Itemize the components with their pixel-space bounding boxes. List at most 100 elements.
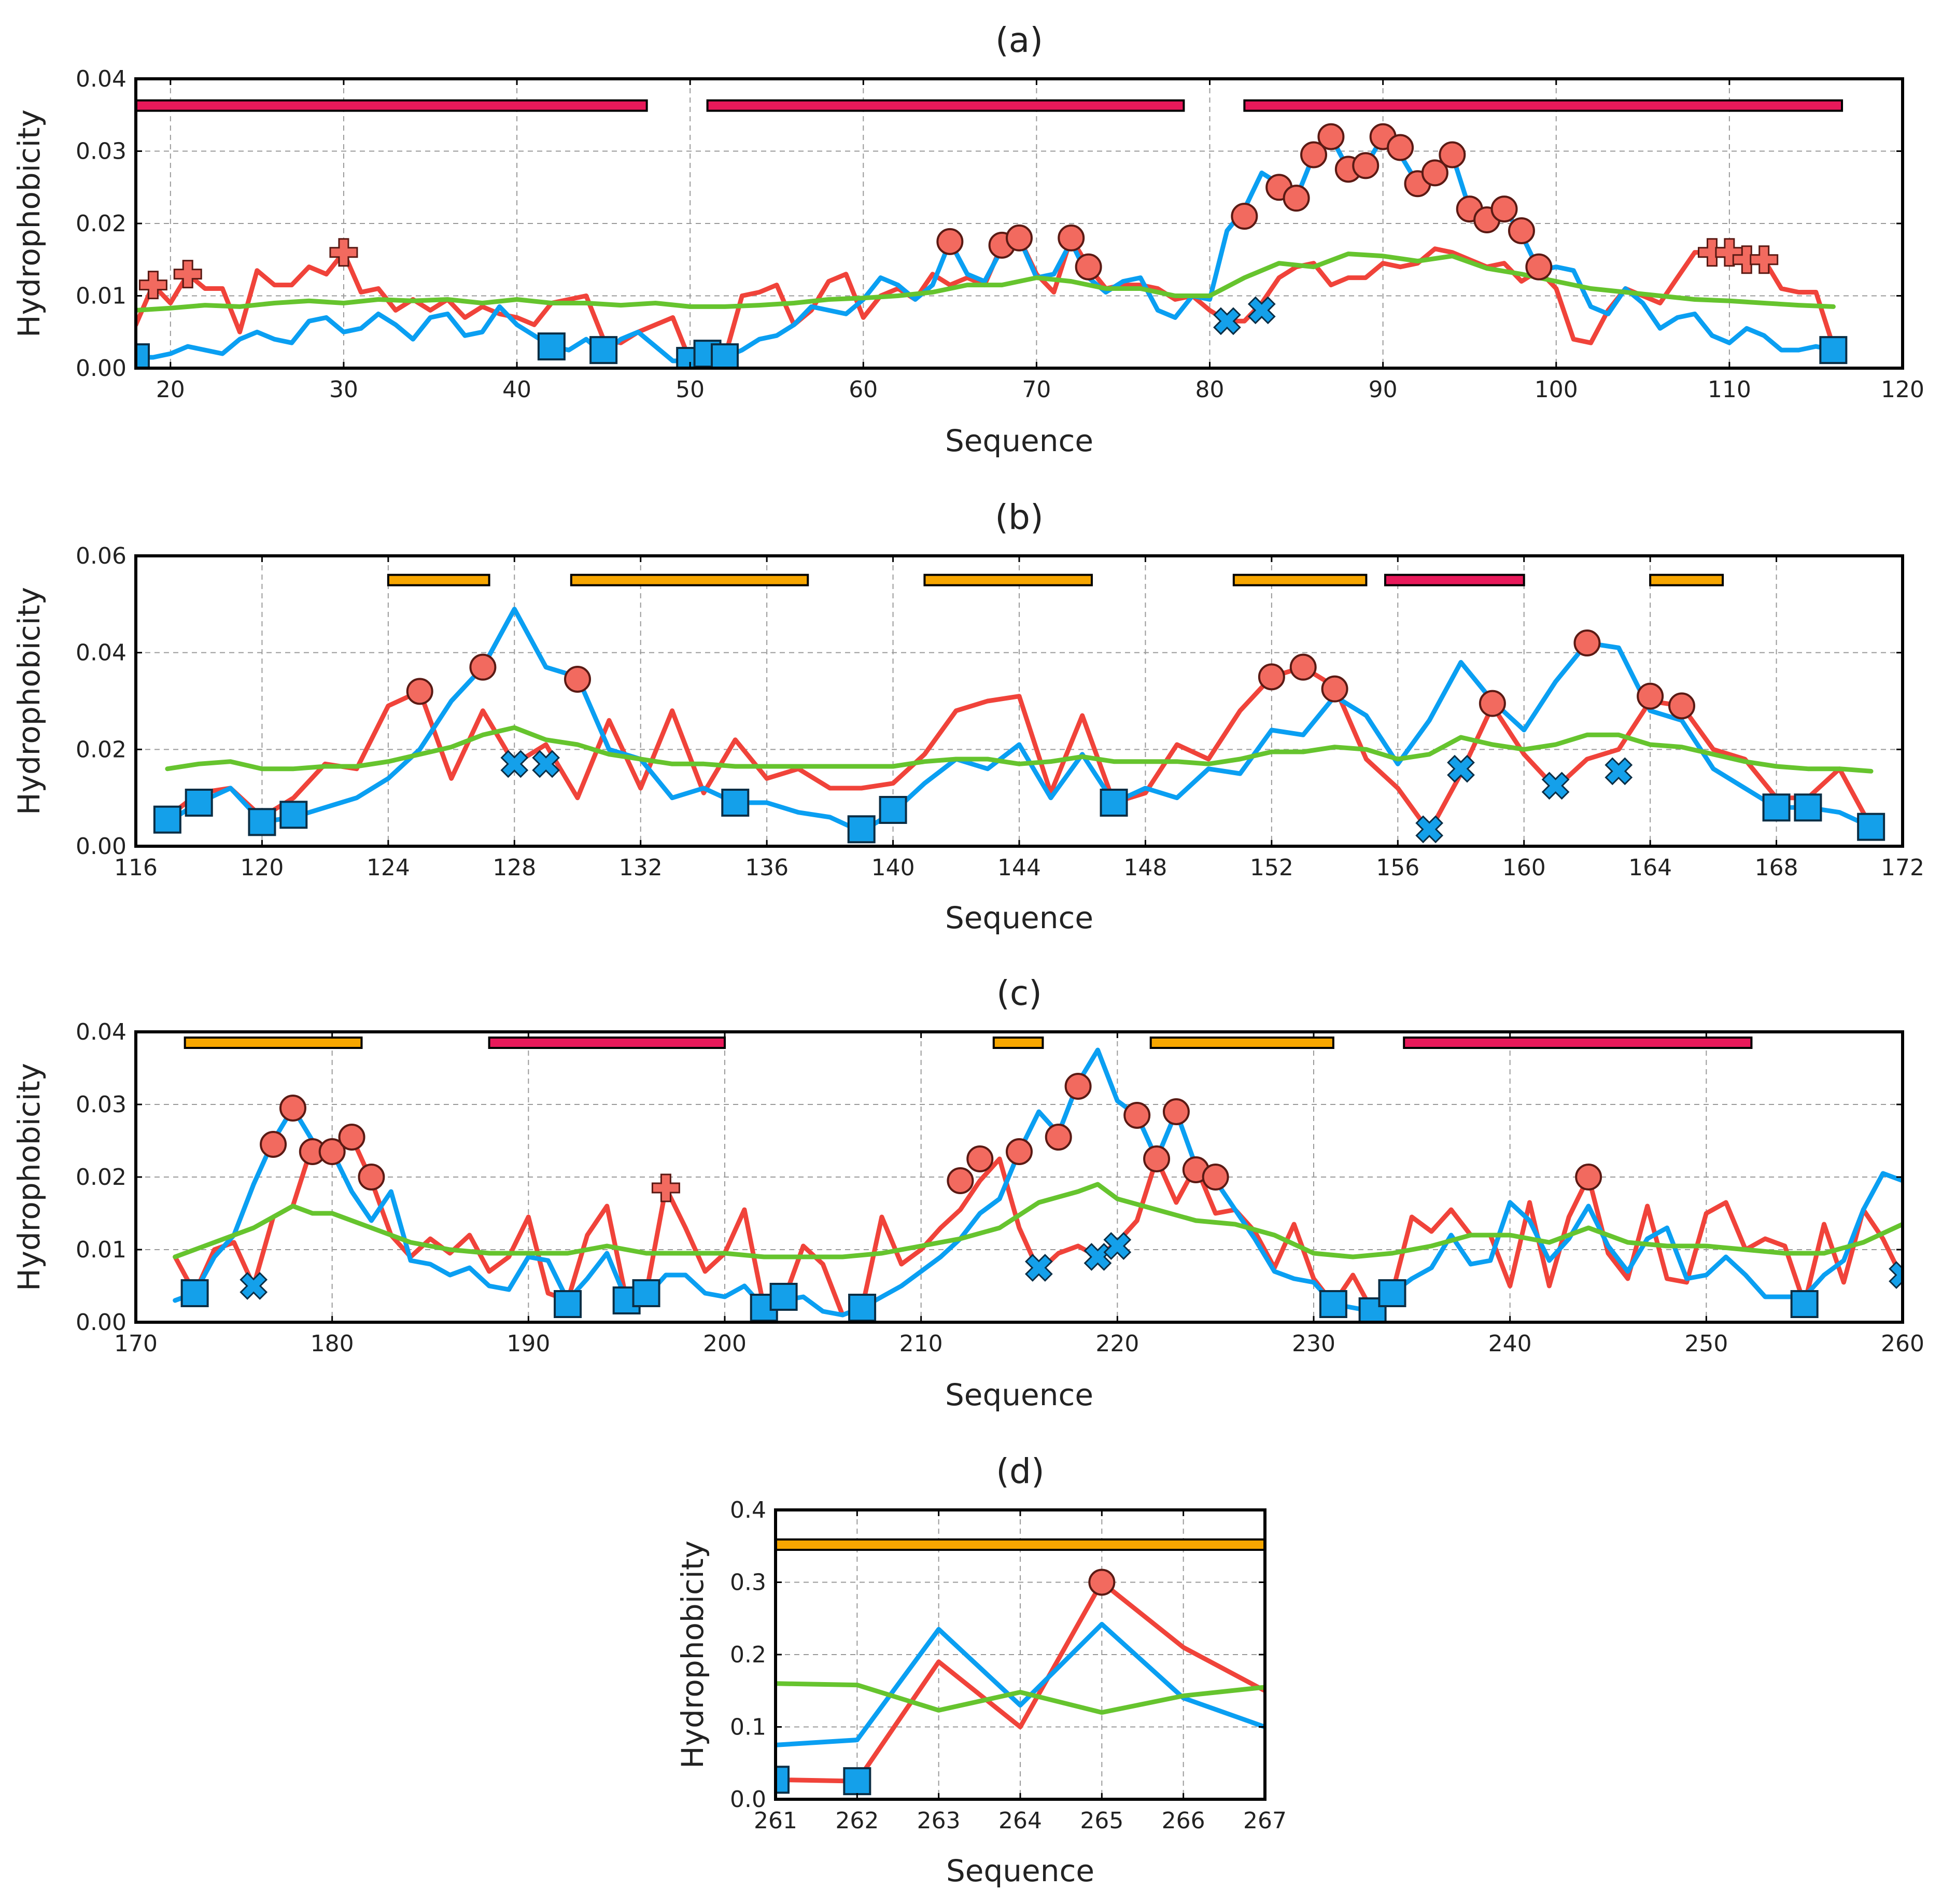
region-bar [387,573,490,586]
blue-x-shape [240,1272,268,1300]
x-axis-label: Sequence [945,1377,1093,1412]
red-circle-marker [1573,629,1601,656]
y-tick-label: 0.1 [730,1714,766,1741]
series-line-green [136,251,1836,313]
blue-square-marker [1857,813,1885,841]
x-tick-label: 148 [1123,855,1167,881]
blue-x-marker [1083,1243,1112,1271]
blue-square-marker [589,336,618,365]
blue-square-marker [848,1294,877,1322]
blue-square-marker [1819,336,1848,365]
red-circle-marker [966,1145,994,1172]
red-plus-marker [138,271,167,300]
x-tick-label: 120 [240,855,284,881]
blue-x-shape [1541,772,1570,800]
red-circle-marker [1006,1138,1033,1165]
blue-x-marker [1415,815,1444,844]
x-tick-label: 265 [1080,1808,1123,1834]
x-tick-label: 250 [1684,1331,1728,1357]
x-axis-label: Sequence [945,900,1093,935]
y-tick-label: 0.03 [76,1091,126,1118]
region-bar [1649,573,1724,586]
x-tick-label: 164 [1628,855,1672,881]
x-tick-label: 160 [1502,855,1546,881]
red-circle-marker [1525,253,1553,281]
blue-x-shape [1605,757,1633,786]
x-tick-label: 110 [1708,376,1751,403]
red-circle-marker [1058,224,1085,251]
x-tick-label: 20 [156,376,185,403]
x-tick-label: 100 [1535,376,1578,403]
blue-square-marker [1790,1290,1819,1318]
red-circle-marker [1006,224,1033,251]
red-circle-marker [1088,1569,1116,1596]
x-tick-label: 120 [1881,376,1924,403]
x-tick-label: 116 [114,855,158,881]
panel-title: (d) [996,1451,1044,1491]
plot-area [173,1037,1903,1322]
red-circle-marker [1637,682,1664,710]
red-plus-marker [1750,245,1779,274]
y-tick-label: 0.00 [76,833,126,860]
region-bar [184,1037,363,1049]
red-circle-marker [1352,152,1380,179]
y-tick-label: 0.04 [76,66,126,92]
red-circle-marker [1317,123,1345,150]
blue-x-shape [1213,307,1241,335]
blue-x-marker [1541,772,1570,800]
red-circle-marker [1668,692,1695,720]
blue-square-marker [711,343,739,368]
red-circle-marker [338,1124,365,1151]
blue-x-marker [240,1272,268,1300]
blue-x-shape [500,750,529,778]
x-tick-label: 168 [1755,855,1798,881]
blue-x-marker [1889,1261,1903,1289]
red-circle-marker [1289,653,1317,681]
blue-square-marker [843,1767,871,1796]
blue-square-marker [1100,789,1128,817]
series-line-red [165,665,1874,834]
x-tick-label: 230 [1292,1331,1335,1357]
blue-square-marker [769,1283,798,1311]
region-bar [776,1538,1265,1551]
blue-x-shape [1103,1232,1132,1260]
blue-square-marker [776,1766,790,1794]
x-tick-label: 170 [114,1331,158,1357]
region-bar [1243,99,1844,112]
region-bar [923,573,1093,586]
x-tick-label: 30 [329,376,358,403]
y-tick-label: 0.06 [76,543,126,569]
x-tick-label: 266 [1162,1808,1205,1834]
plot-area [153,573,1885,844]
region-bar [992,1037,1044,1049]
blue-square-marker [279,801,308,829]
y-axis-label: Hydrophobicity [11,109,47,338]
x-tick-label: 260 [1881,1331,1924,1357]
red-circle-marker [279,1095,306,1122]
blue-square-marker [721,789,750,817]
x-tick-label: 261 [754,1808,797,1834]
x-tick-label: 240 [1488,1331,1532,1357]
blue-square-marker [1762,793,1791,822]
region-bar [570,573,809,586]
red-plus-marker [329,238,358,267]
y-tick-label: 0.00 [76,355,126,382]
region-bar [1232,573,1368,586]
red-circle-marker [318,1138,346,1165]
x-tick-label: 136 [745,855,789,881]
x-tick-label: 263 [917,1808,961,1834]
blue-square-marker [1319,1290,1347,1318]
region-bar [1403,1037,1753,1049]
y-tick-label: 0.04 [76,640,126,666]
x-tick-label: 172 [1881,855,1924,881]
y-axis-label: Hydrophobicity [675,1541,710,1769]
y-tick-label: 0.4 [730,1497,766,1523]
y-axis-label: Hydrophobicity [11,587,47,815]
blue-square-marker [847,815,876,844]
red-plus-marker [1715,238,1744,267]
blue-square-marker [248,808,276,836]
x-tick-label: 267 [1243,1808,1287,1834]
series-line-green [173,1182,1903,1259]
blue-x-shape [1024,1254,1053,1282]
y-tick-label: 0.04 [76,1019,126,1045]
